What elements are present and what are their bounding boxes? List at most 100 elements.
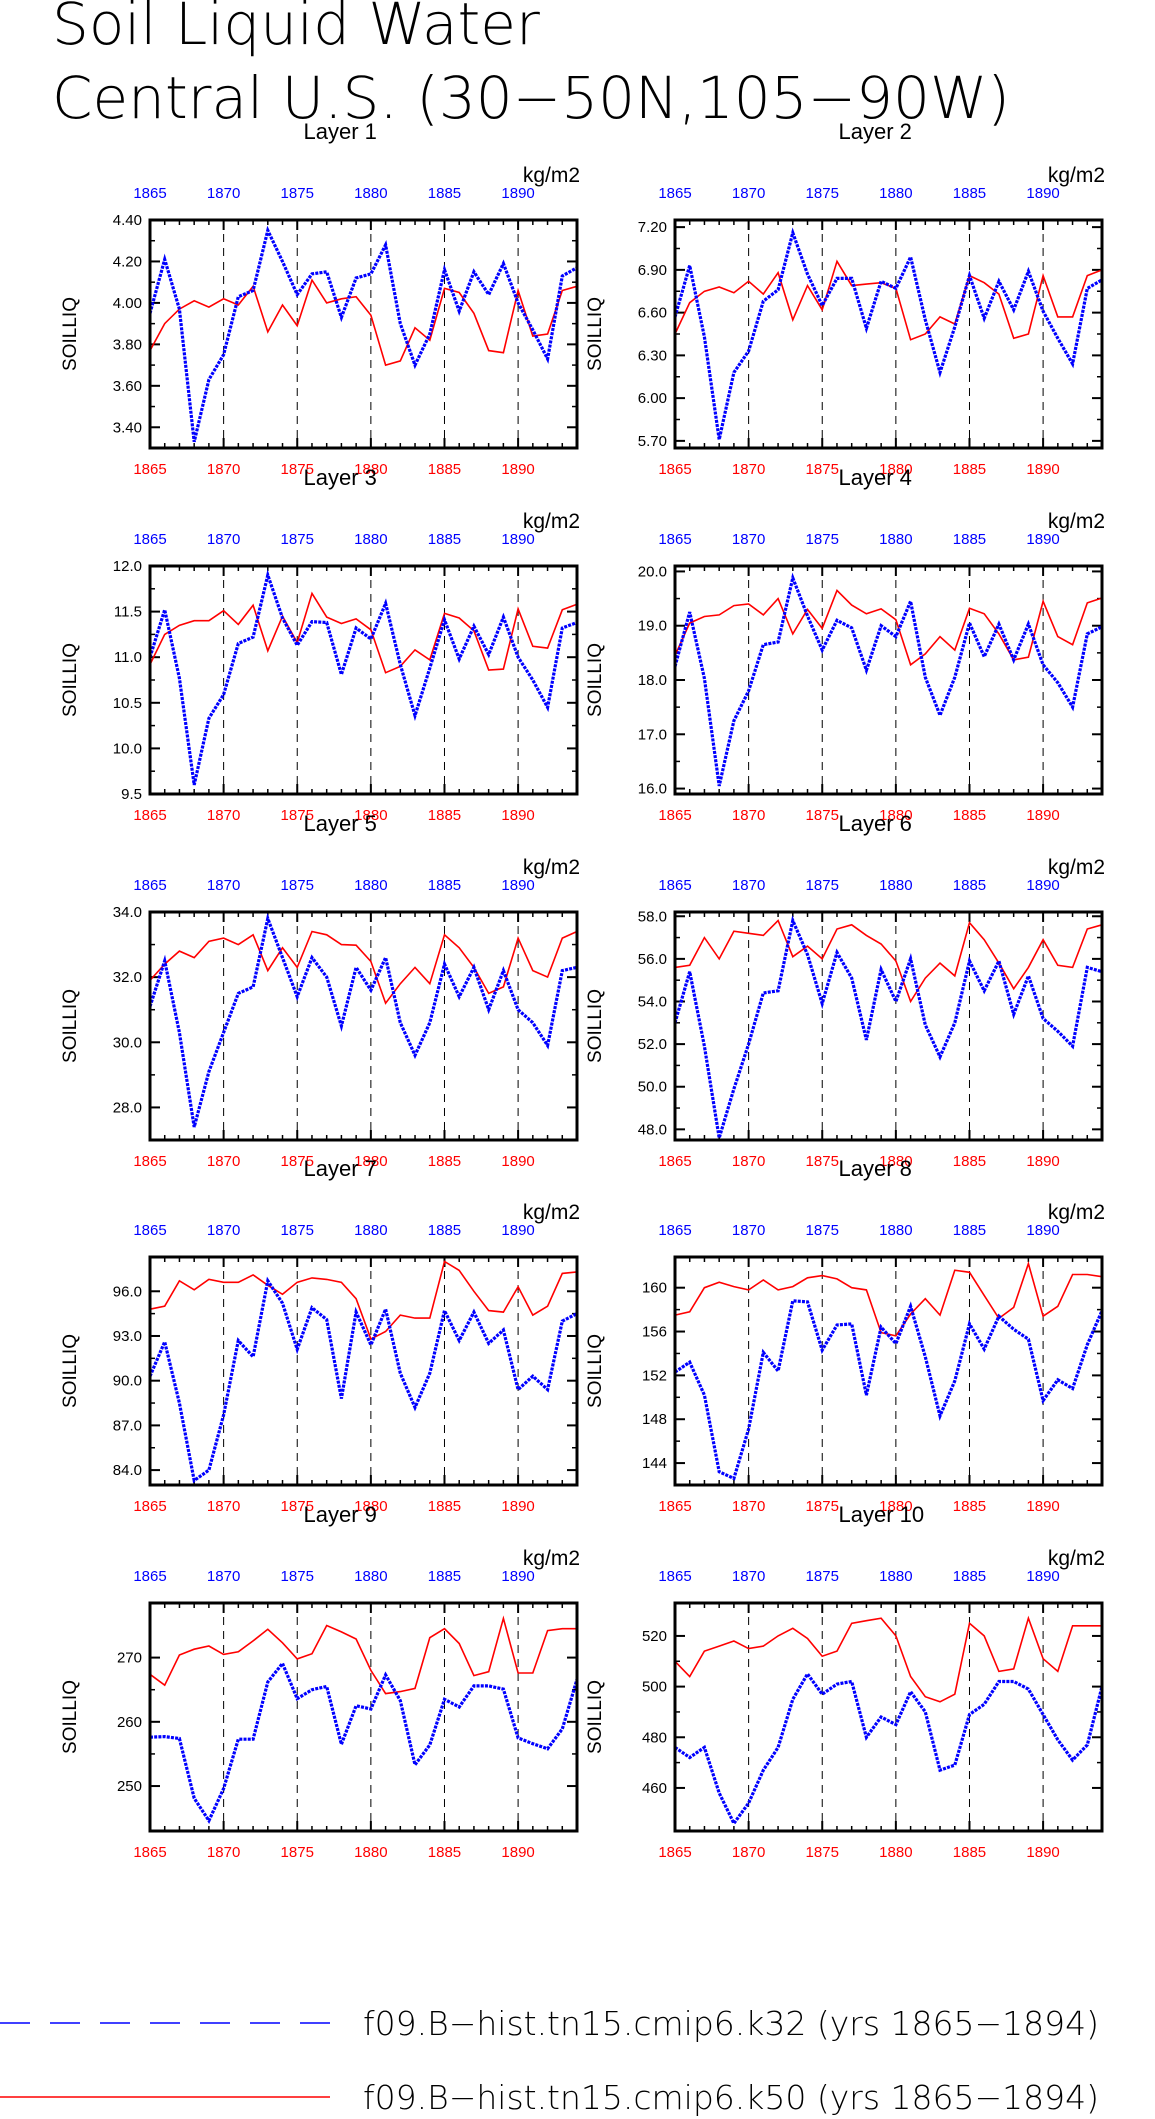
- x-tick-label-top: 1865: [133, 1568, 166, 1585]
- x-tick-label-top: 1890: [1026, 1222, 1059, 1239]
- x-tick-label-bottom: 1890: [501, 1498, 534, 1515]
- chart-panel-8: Layer 8 kg/m2 SOILLIQ 1865 1865 1870 1870 1875 1…: [585, 1156, 1105, 1515]
- x-tick-label-bottom: 1885: [428, 461, 461, 478]
- y-tick-label: 11.5: [114, 604, 142, 621]
- units-label: kg/m2: [523, 1547, 580, 1570]
- x-tick-label-bottom: 1875: [806, 461, 839, 478]
- series-line-k32: [674, 1299, 1104, 1481]
- y-tick-label: 6.30: [638, 347, 667, 364]
- x-tick-label-bottom: 1875: [806, 1153, 839, 1170]
- y-tick-label: 480: [642, 1729, 667, 1746]
- x-tick-label-top: 1885: [953, 531, 986, 548]
- y-tick-label: 148: [642, 1411, 667, 1428]
- y-tick-label: 11.0: [114, 649, 142, 666]
- x-tick-label-bottom: 1875: [281, 461, 314, 478]
- x-tick-label-bottom: 1870: [207, 1844, 240, 1861]
- y-axis-label: SOILLIQ: [60, 1334, 81, 1408]
- x-tick-label-bottom: 1865: [658, 807, 691, 824]
- x-tick-label-bottom: 1885: [953, 1153, 986, 1170]
- x-tick-label-top: 1880: [354, 1222, 387, 1239]
- y-tick-label: 160: [642, 1280, 667, 1297]
- x-tick-label-bottom: 1880: [879, 1498, 912, 1515]
- x-tick-label-top: 1890: [501, 531, 534, 548]
- x-tick-label-bottom: 1890: [1026, 1498, 1059, 1515]
- panel-title: Layer 9: [304, 1502, 377, 1527]
- x-tick-label-top: 1880: [354, 185, 387, 202]
- y-tick-label: 56.0: [638, 951, 667, 968]
- x-tick-label-top: 1870: [207, 531, 240, 548]
- units-label: kg/m2: [1048, 164, 1105, 187]
- units-label: kg/m2: [523, 856, 580, 879]
- x-tick-label-bottom: 1880: [879, 461, 912, 478]
- y-tick-label: 20.0: [638, 563, 667, 580]
- y-tick-label: 18.0: [638, 672, 667, 689]
- series-line-k50: [674, 1615, 1102, 1703]
- panel-title: Layer 3: [304, 465, 377, 490]
- x-tick-label-top: 1865: [133, 1222, 166, 1239]
- y-tick-label: 30.0: [113, 1034, 142, 1051]
- x-tick-label-top: 1890: [1026, 877, 1059, 894]
- x-tick-label-top: 1890: [1026, 1568, 1059, 1585]
- y-tick-label: 32.0: [113, 969, 142, 986]
- x-tick-label-top: 1875: [806, 877, 839, 894]
- x-tick-label-top: 1880: [879, 185, 912, 202]
- x-tick-label-top: 1880: [354, 531, 387, 548]
- y-tick-label: 10.5: [113, 695, 142, 712]
- x-tick-label-bottom: 1880: [879, 807, 912, 824]
- y-tick-label: 4.40: [113, 212, 142, 229]
- y-tick-label: 460: [642, 1780, 667, 1797]
- x-tick-label-bottom: 1865: [658, 1498, 691, 1515]
- x-tick-label-top: 1885: [953, 877, 986, 894]
- x-tick-label-top: 1885: [428, 531, 461, 548]
- x-tick-label-bottom: 1875: [806, 1844, 839, 1861]
- x-tick-label-top: 1880: [879, 877, 912, 894]
- x-tick-label-bottom: 1870: [732, 461, 765, 478]
- panel-title: Layer 6: [839, 811, 912, 836]
- x-tick-label-top: 1870: [207, 1568, 240, 1585]
- x-tick-label-top: 1875: [281, 185, 314, 202]
- x-tick-label-bottom: 1880: [879, 1844, 912, 1861]
- x-tick-label-bottom: 1880: [879, 1153, 912, 1170]
- chart-panel-7: Layer 7 kg/m2 SOILLIQ 1865 1865 1870 1870 1875 1…: [60, 1156, 580, 1515]
- y-tick-label: 12.0: [113, 558, 142, 575]
- x-tick-label-top: 1870: [732, 1222, 765, 1239]
- y-tick-label: 90.0: [113, 1373, 142, 1390]
- x-tick-label-bottom: 1865: [133, 461, 166, 478]
- plot-frame: [673, 1255, 1104, 1487]
- series-line-k32: [673, 227, 1103, 440]
- x-tick-label-top: 1865: [658, 1222, 691, 1239]
- series-line-k50: [149, 1260, 578, 1341]
- x-tick-label-top: 1865: [658, 877, 691, 894]
- plot-frame: [148, 1255, 579, 1487]
- x-tick-label-top: 1890: [501, 1568, 534, 1585]
- panel-title: Layer 4: [839, 465, 912, 490]
- panel-title: Layer 10: [839, 1502, 925, 1527]
- y-tick-label: 19.0: [638, 618, 667, 635]
- y-tick-label: 7.20: [638, 219, 667, 236]
- plot-frame: [148, 564, 579, 796]
- chart-panel-5: Layer 5 kg/m2 SOILLIQ 1865 1865 1870 1870 1875 1…: [60, 811, 580, 1170]
- y-tick-label: 58.0: [638, 908, 667, 925]
- legend-label-k50: f09.B−hist.tn15.cmip6.k50 (yrs 1865−1894…: [363, 2078, 1099, 2117]
- y-tick-label: 260: [117, 1714, 142, 1731]
- x-tick-label-bottom: 1890: [1026, 1153, 1059, 1170]
- series-line-k50: [674, 919, 1103, 1004]
- y-tick-label: 17.0: [638, 726, 667, 743]
- x-tick-label-bottom: 1885: [953, 1498, 986, 1515]
- series-line-k50: [674, 1260, 1103, 1337]
- x-tick-label-top: 1870: [732, 531, 765, 548]
- units-label: kg/m2: [1048, 1547, 1105, 1570]
- y-tick-label: 28.0: [113, 1099, 142, 1116]
- series-line-k50: [674, 259, 1103, 341]
- y-tick-label: 3.60: [113, 378, 142, 395]
- legend-label-k32: f09.B−hist.tn15.cmip6.k32 (yrs 1865−1894…: [363, 2004, 1099, 2043]
- x-tick-label-top: 1865: [133, 531, 166, 548]
- y-tick-label: 5.70: [638, 433, 667, 450]
- y-tick-label: 152: [642, 1367, 667, 1384]
- legend: f09.B−hist.tn15.cmip6.k32 (yrs 1865−1894…: [0, 2004, 1099, 2117]
- x-tick-label-bottom: 1875: [806, 807, 839, 824]
- x-tick-label-top: 1870: [207, 1222, 240, 1239]
- x-tick-label-bottom: 1870: [732, 1844, 765, 1861]
- x-tick-label-bottom: 1890: [501, 807, 534, 824]
- x-tick-label-bottom: 1880: [354, 1153, 387, 1170]
